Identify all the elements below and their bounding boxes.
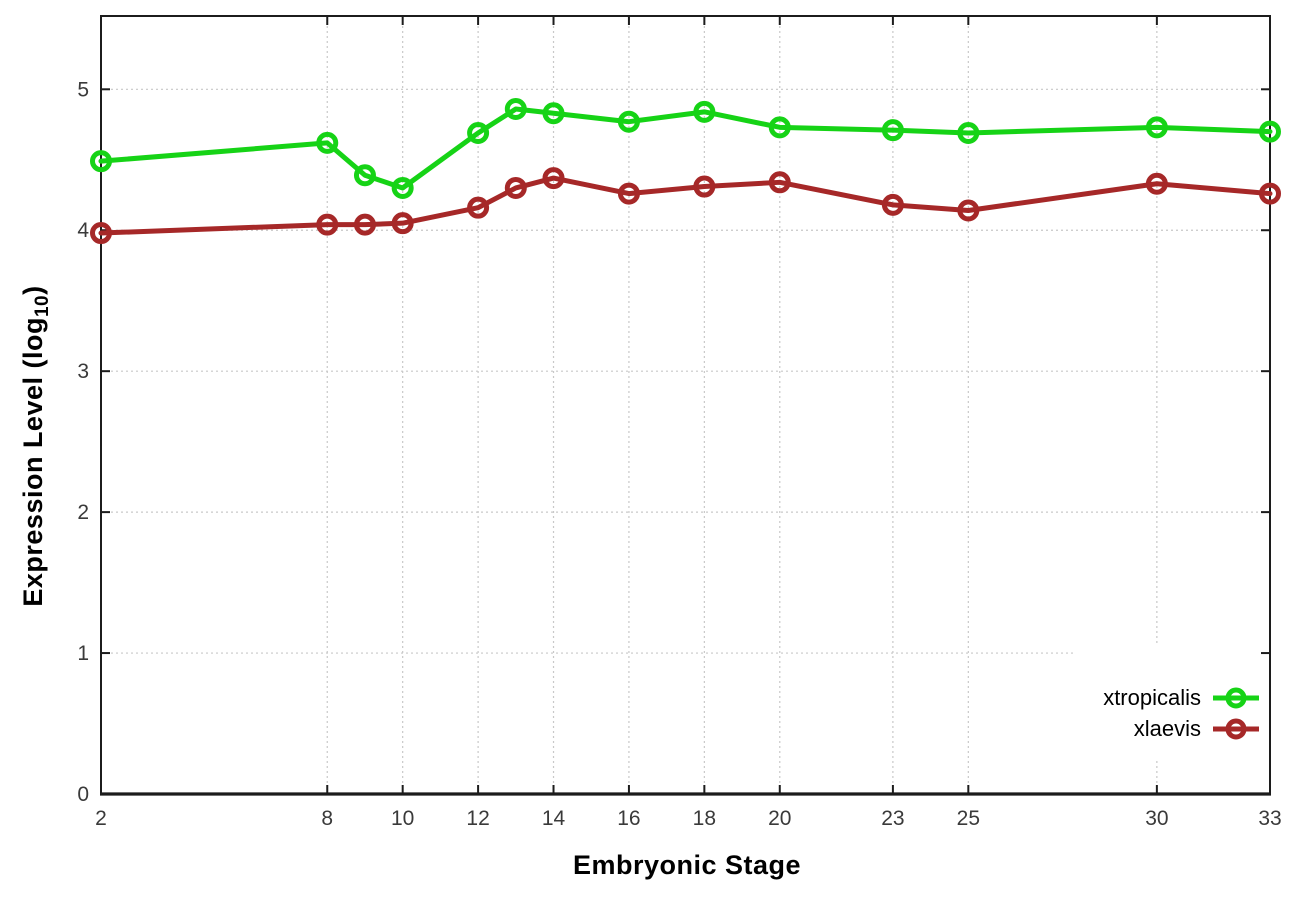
data-point [693,100,716,123]
data-point [467,196,490,219]
data-point [90,150,112,173]
data-point [316,131,339,154]
data-point [768,116,791,139]
series-xlaevis [90,167,1281,245]
y-tick-label: 1 [77,642,89,665]
y-tick-label: 0 [77,783,89,806]
x-tick-label: 10 [391,807,414,830]
legend-item-xtropicalis: xtropicalis [1103,682,1262,713]
data-point [768,171,791,194]
data-point [693,175,716,198]
x-tick-label: 30 [1145,807,1168,830]
y-tick-label: 5 [77,78,89,101]
data-point [1259,120,1281,143]
legend-item-xlaevis: xlaevis [1134,713,1262,744]
data-point [504,176,527,199]
data-point [542,167,565,190]
x-tick-label: 16 [617,807,640,830]
legend-label-xlaevis: xlaevis [1133,715,1201,741]
y-tick-label: 3 [77,360,89,383]
data-point [1145,172,1168,195]
legend-label-xtropicalis: xtropicalis [1103,684,1201,710]
x-tick-label: 14 [542,807,566,830]
data-point [957,199,980,222]
data-point [881,119,904,142]
legend-sample-xlaevis-icon [1213,718,1259,739]
y-axis-label-subscript: 10 [32,294,53,318]
data-point [504,98,527,121]
data-point [617,110,640,133]
x-tick-label: 23 [881,807,904,830]
data-point [316,213,339,236]
series-line-xtropicalis [98,106,1273,191]
data-point [391,176,414,199]
x-tick-label: 12 [466,807,489,830]
y-tick-label: 2 [77,501,89,524]
legend-sample-xtropicalis-icon [1213,687,1259,708]
x-tick-label: 18 [693,807,716,830]
data-point [1145,116,1168,139]
x-tick-label: 8 [321,807,333,830]
data-point [391,212,414,235]
y-axis-label: Expression Level (log10) [18,285,53,607]
x-tick-label: 33 [1258,807,1281,830]
data-point [353,164,376,187]
data-point [353,213,376,236]
data-point [542,102,565,125]
x-tick-label: 2 [95,807,107,830]
data-point [467,121,490,144]
x-tick-label: 20 [768,807,791,830]
x-axis-label: Embryonic Stage [572,850,802,880]
series-xtropicalis [90,98,1281,199]
x-tick-label: 25 [957,807,980,830]
data-point [617,182,640,205]
series-line-xlaevis [98,175,1273,236]
data-point [957,121,980,144]
data-point [90,222,112,245]
data-point [881,193,904,216]
legend: xtropicalis xlaevis [1085,678,1262,748]
data-point [1259,182,1281,205]
axis-ticks [100,16,1271,795]
y-tick-label: 4 [77,219,89,242]
